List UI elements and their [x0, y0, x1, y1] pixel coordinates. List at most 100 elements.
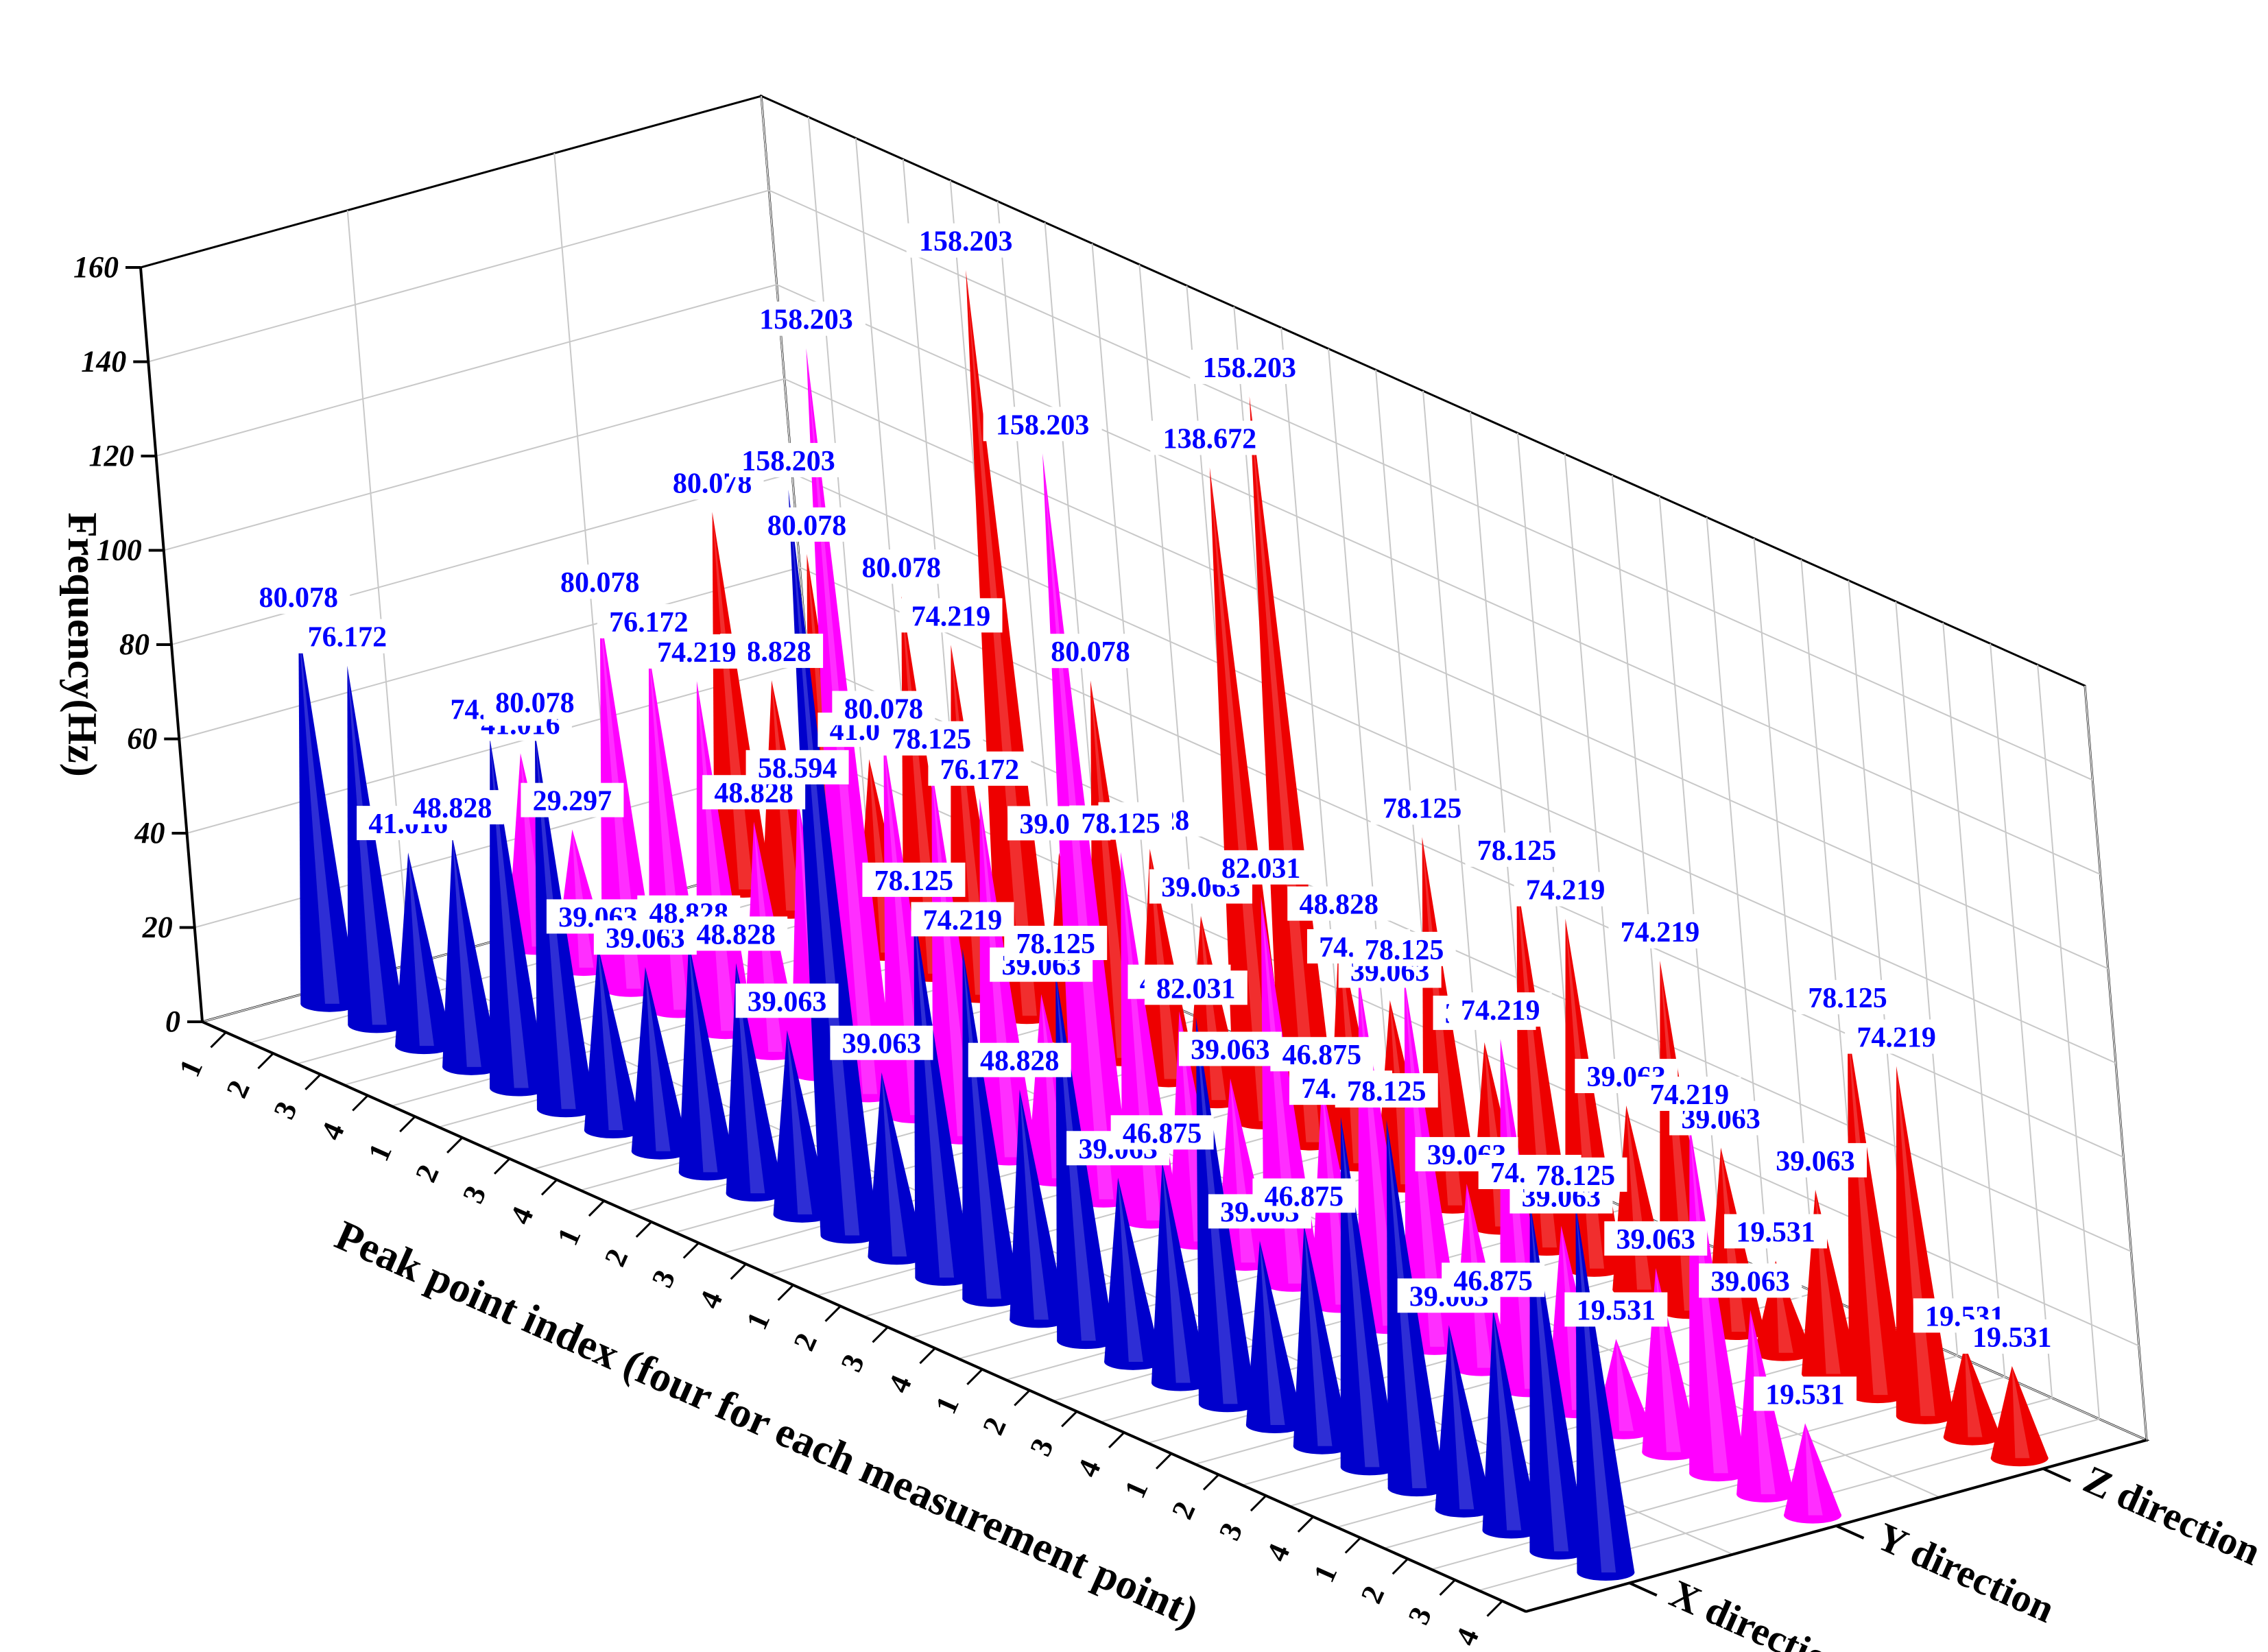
- cone-highlight: [1422, 837, 1463, 1206]
- cone-x-direction-5: [490, 738, 548, 1097]
- data-label-bg: [911, 902, 1014, 937]
- cone-highlight: [1386, 1120, 1427, 1489]
- x-tick-label: 4: [693, 1286, 730, 1313]
- data-label-bg: [1004, 926, 1108, 961]
- cone-body: [1245, 1241, 1304, 1425]
- z-tick-label: 80: [119, 627, 150, 661]
- cone-base: [962, 1290, 1020, 1307]
- x-tick-mark: [730, 1263, 747, 1280]
- x-tick-label: 2: [1354, 1581, 1392, 1608]
- cone-base: [1529, 1543, 1588, 1560]
- data-label-bg: [880, 721, 983, 756]
- x-tick-label: 1: [172, 1054, 209, 1081]
- data-label-bg: [1795, 980, 1899, 1015]
- data-label-bg: [1370, 790, 1474, 825]
- cone-body: [534, 731, 595, 1110]
- cone-body: [868, 1072, 926, 1257]
- cone-body: [1139, 848, 1197, 1079]
- cone-highlight: [712, 512, 754, 890]
- cone-highlight: [597, 946, 623, 1130]
- data-label-bg: [1524, 1157, 1627, 1192]
- cone-x-direction-10: [726, 963, 784, 1202]
- data-label-bg: [1754, 1376, 1857, 1411]
- data-label-bg: [1190, 349, 1309, 384]
- data-label-bg: [1699, 1263, 1802, 1298]
- data-label-bg: [968, 1042, 1071, 1077]
- cone-highlight: [1230, 1078, 1256, 1263]
- x-tick-label: 1: [361, 1138, 398, 1166]
- cone-body: [1010, 1089, 1068, 1320]
- cone-base: [1896, 1407, 1954, 1424]
- cone-z-direction-27: [1943, 1345, 2001, 1446]
- x-tick-mark: [446, 1136, 464, 1153]
- data-label-bg: [1442, 1262, 1545, 1297]
- cone-base: [1198, 1396, 1256, 1413]
- cone-highlight: [408, 852, 434, 1046]
- data-label-bg: [729, 442, 848, 477]
- data-label-bg: [1069, 805, 1173, 840]
- x-tick-mark: [919, 1348, 936, 1365]
- data-label-bg: [1039, 634, 1143, 669]
- data-label-bg: [862, 862, 966, 897]
- data-label: 78.125: [1081, 809, 1160, 840]
- cone-highlight: [962, 948, 1001, 1299]
- data-label: 78.125: [1536, 1160, 1616, 1192]
- x-axis-line: [202, 1020, 1527, 1613]
- data-label: 78.125: [1477, 835, 1557, 867]
- data-label-bg: [928, 751, 1031, 786]
- x-tick-mark: [1344, 1537, 1361, 1554]
- cone-body: [773, 1030, 831, 1214]
- data-label: 19.531: [1972, 1322, 2052, 1354]
- cone-highlight: [787, 1030, 813, 1214]
- data-label-bg: [1638, 1076, 1741, 1111]
- data-label: 48.828: [980, 1046, 1060, 1077]
- cone-highlight: [599, 611, 641, 989]
- x-tick-label: 2: [787, 1328, 824, 1356]
- y-tick-mark: [1629, 1581, 1658, 1597]
- cone-x-direction-13: [868, 1072, 926, 1265]
- x-tick-mark: [1155, 1452, 1173, 1470]
- cone-body: [1482, 1309, 1540, 1531]
- data-label: 76.172: [940, 754, 1020, 786]
- data-label: 78.125: [874, 865, 954, 897]
- data-label: 39.063: [1776, 1146, 1855, 1177]
- cone-body: [298, 626, 359, 1004]
- cone-body: [806, 348, 896, 1094]
- data-label-bg: [1150, 420, 1269, 455]
- cone-body: [1151, 1162, 1210, 1383]
- cone-base: [773, 1206, 831, 1223]
- cone-base: [915, 1269, 973, 1286]
- data-label: 80.078: [844, 694, 924, 726]
- cone-highlight: [931, 767, 972, 1136]
- data-label: 19.531: [1765, 1379, 1845, 1411]
- x-tick-label: 1: [740, 1307, 777, 1334]
- y-tick-mark: [2042, 1467, 2071, 1483]
- data-label: 74.219: [657, 637, 737, 669]
- cone-x-direction-14: [914, 909, 973, 1286]
- x-tick-mark: [1014, 1389, 1031, 1406]
- z-tick-label: 160: [73, 250, 119, 284]
- cone-highlight: [1493, 1309, 1522, 1531]
- data-label-bg: [745, 750, 849, 785]
- cone-body: [1435, 1325, 1493, 1509]
- data-label: 158.203: [996, 409, 1090, 441]
- cone-highlight: [347, 665, 387, 1025]
- data-label: 80.078: [767, 510, 847, 542]
- cone-highlight: [1121, 852, 1161, 1221]
- cone-x-direction-25: [1435, 1325, 1493, 1518]
- cone-base: [490, 1079, 548, 1097]
- x-tick-mark: [1250, 1495, 1267, 1512]
- cone-x-direction-16: [1010, 1089, 1068, 1328]
- cone-base: [1754, 1344, 1813, 1361]
- x-tick-label: 4: [314, 1118, 351, 1145]
- data-label-bg: [1724, 1214, 1828, 1249]
- cone-highlight: [914, 909, 955, 1278]
- data-label: 78.125: [1347, 1076, 1427, 1108]
- data-label: 74.219: [923, 905, 1003, 936]
- data-label: 46.875: [1453, 1265, 1533, 1297]
- cone-x-direction-11: [773, 1030, 831, 1223]
- data-label-bg: [1209, 850, 1313, 885]
- cone-body: [599, 611, 660, 989]
- data-label: 19.531: [1577, 1295, 1656, 1327]
- cone-base: [1689, 1465, 1747, 1482]
